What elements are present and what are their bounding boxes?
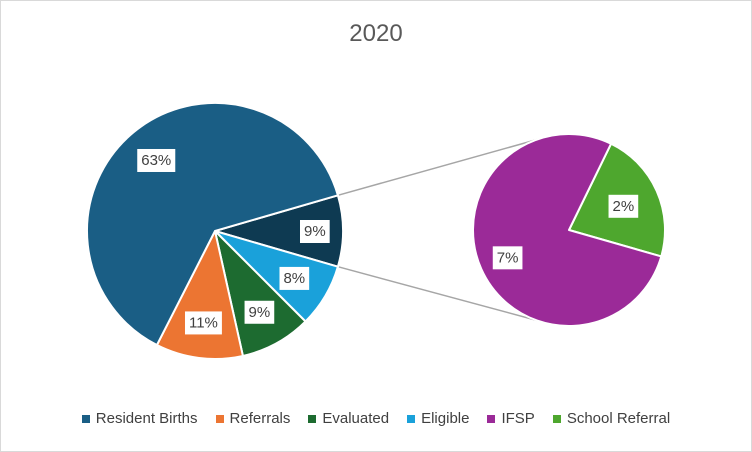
primary-pie — [86, 102, 344, 360]
legend-label: IFSP — [501, 410, 535, 427]
label-evaluated: 9% — [249, 304, 271, 321]
legend: Resident Births Referrals Evaluated Eligibl… — [0, 410, 752, 427]
secondary-pie — [472, 133, 666, 327]
connector-line-bottom — [337, 265, 540, 322]
label-referrals: 11% — [189, 314, 218, 331]
legend-swatch — [308, 414, 317, 423]
legend-item-ifsp: IFSP — [487, 410, 535, 427]
legend-item-school-referral: School Referral — [552, 410, 671, 427]
legend-swatch — [407, 414, 416, 423]
chart-title: 2020 — [349, 20, 403, 47]
label-referrals-box — [184, 311, 222, 335]
legend-item-resident-births: Resident Births — [81, 410, 198, 427]
legend-label: School Referral — [566, 410, 671, 427]
label-eligible: 8% — [283, 270, 305, 287]
label-resident-births: 63% — [141, 152, 171, 169]
legend-swatch — [552, 414, 561, 423]
legend-label: Referrals — [229, 410, 291, 427]
label-eligible-box — [279, 266, 310, 290]
legend-label: Resident Births — [95, 410, 198, 427]
legend-label: Evaluated — [322, 410, 390, 427]
label-ifsp-box — [492, 246, 523, 270]
legend-swatch — [487, 414, 496, 423]
label-evaluated-box — [244, 300, 275, 324]
label-school-referral: 2% — [613, 198, 635, 215]
label-other: 9% — [304, 223, 326, 240]
label-school-referral-box — [608, 194, 639, 218]
label-ifsp: 7% — [497, 249, 519, 266]
legend-label: Eligible — [421, 410, 470, 427]
label-other-box — [299, 220, 330, 243]
legend-swatch — [81, 414, 90, 423]
connector-lines — [337, 138, 540, 322]
label-resident-births-box — [137, 148, 176, 172]
legend-item-eligible: Eligible — [407, 410, 469, 427]
data-labels: 9% 8% 9% 11% 63% 2% 7% — [137, 148, 639, 335]
connector-line-top — [337, 138, 540, 197]
slice-ifsp[interactable] — [472, 133, 663, 327]
legend-item-referrals: Referrals — [215, 410, 291, 427]
legend-item-evaluated: Evaluated — [308, 410, 389, 427]
legend-swatch — [215, 414, 224, 423]
